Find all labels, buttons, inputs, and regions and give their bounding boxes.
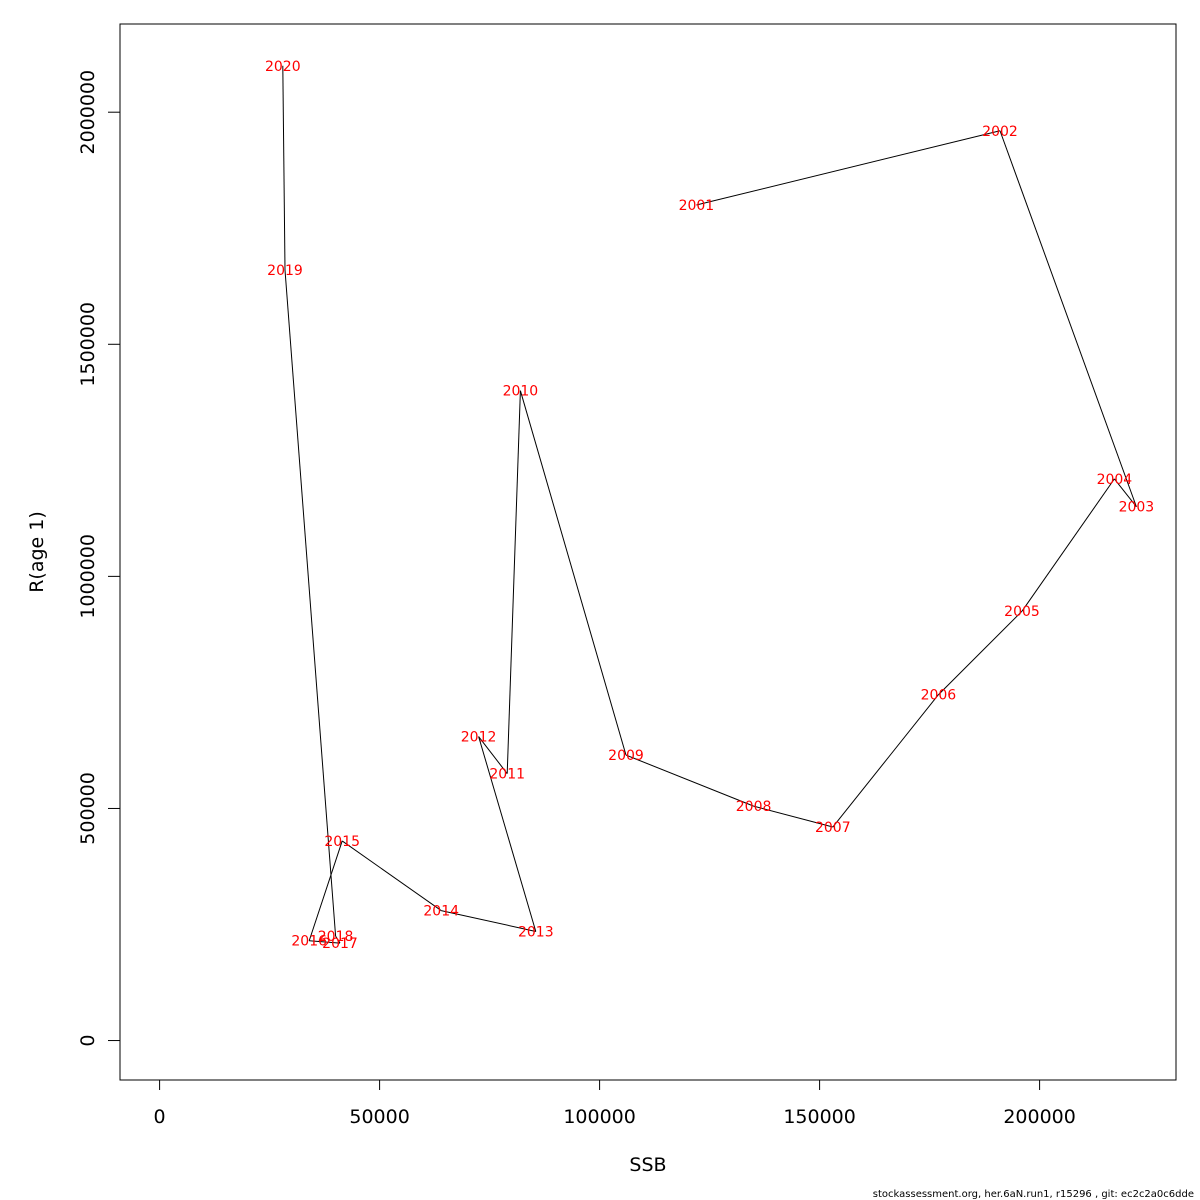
series-segment bbox=[625, 754, 754, 807]
series-segment bbox=[441, 910, 536, 932]
point-label: 2001 bbox=[679, 198, 715, 214]
x-tick-label: 50000 bbox=[349, 1106, 409, 1128]
series-segment bbox=[1021, 478, 1115, 612]
point-label: 2012 bbox=[461, 730, 497, 746]
point-label: 2005 bbox=[1004, 604, 1040, 620]
series-segment bbox=[999, 130, 1137, 507]
y-axis-title: R(age 1) bbox=[26, 511, 48, 593]
point-label: 2010 bbox=[503, 384, 539, 400]
point-labels: 2001 2002 2003 2004 2005 2006 2007 2008 2009 2010… bbox=[265, 59, 1154, 952]
series-segment bbox=[308, 840, 343, 941]
series-segment bbox=[335, 935, 341, 944]
series-segment bbox=[341, 840, 442, 911]
series-segment bbox=[478, 736, 508, 774]
y-tick-label: 1500000 bbox=[77, 302, 99, 387]
x-tick-label: 100000 bbox=[563, 1106, 636, 1128]
y-tick-label: 2000000 bbox=[77, 70, 99, 155]
series-segment bbox=[282, 65, 286, 271]
y-tick-label: 500000 bbox=[77, 772, 99, 845]
point-label: 2015 bbox=[324, 834, 360, 850]
point-label: 2020 bbox=[265, 59, 301, 75]
series-segment bbox=[1114, 478, 1137, 508]
series-segment bbox=[696, 130, 1001, 206]
point-label: 2017 bbox=[322, 936, 358, 952]
series-segment bbox=[478, 736, 537, 932]
series-segment bbox=[309, 940, 341, 944]
y-tick-label: 1000000 bbox=[77, 534, 99, 619]
x-tick-label: 200000 bbox=[1003, 1106, 1076, 1128]
footer-note: stockassessment.org, her.6aN.run1, r1529… bbox=[872, 1189, 1194, 1200]
series-segment bbox=[284, 269, 337, 937]
point-label: 2002 bbox=[982, 124, 1018, 140]
y-axis: 0 500000 1000000 1500000 2000000 bbox=[77, 70, 121, 1047]
x-tick-label: 150000 bbox=[783, 1106, 856, 1128]
point-label: 2013 bbox=[518, 924, 554, 940]
point-label: 2003 bbox=[1119, 500, 1155, 516]
point-label: 2019 bbox=[267, 263, 303, 279]
y-tick-label: 0 bbox=[77, 1034, 99, 1046]
series-segment bbox=[506, 390, 521, 774]
point-label: 2011 bbox=[489, 767, 525, 783]
point-label: 2007 bbox=[815, 820, 851, 836]
x-tick-label: 0 bbox=[154, 1106, 166, 1128]
series-segment bbox=[938, 610, 1023, 696]
point-label: 2009 bbox=[608, 748, 644, 764]
series-segment bbox=[519, 390, 627, 756]
x-axis-title: SSB bbox=[629, 1154, 666, 1176]
series-line bbox=[282, 65, 1137, 944]
point-label: 2018 bbox=[318, 929, 354, 945]
series-segment bbox=[832, 694, 939, 828]
point-label: 2004 bbox=[1097, 472, 1133, 488]
point-label: 2006 bbox=[921, 688, 957, 704]
plot-frame bbox=[119, 23, 1177, 1081]
series-segment bbox=[753, 805, 833, 828]
point-label: 2016 bbox=[291, 934, 327, 950]
point-label: 2008 bbox=[736, 799, 772, 815]
x-axis: 0 50000 100000 150000 200000 bbox=[154, 1079, 1076, 1128]
point-label: 2014 bbox=[423, 904, 459, 920]
